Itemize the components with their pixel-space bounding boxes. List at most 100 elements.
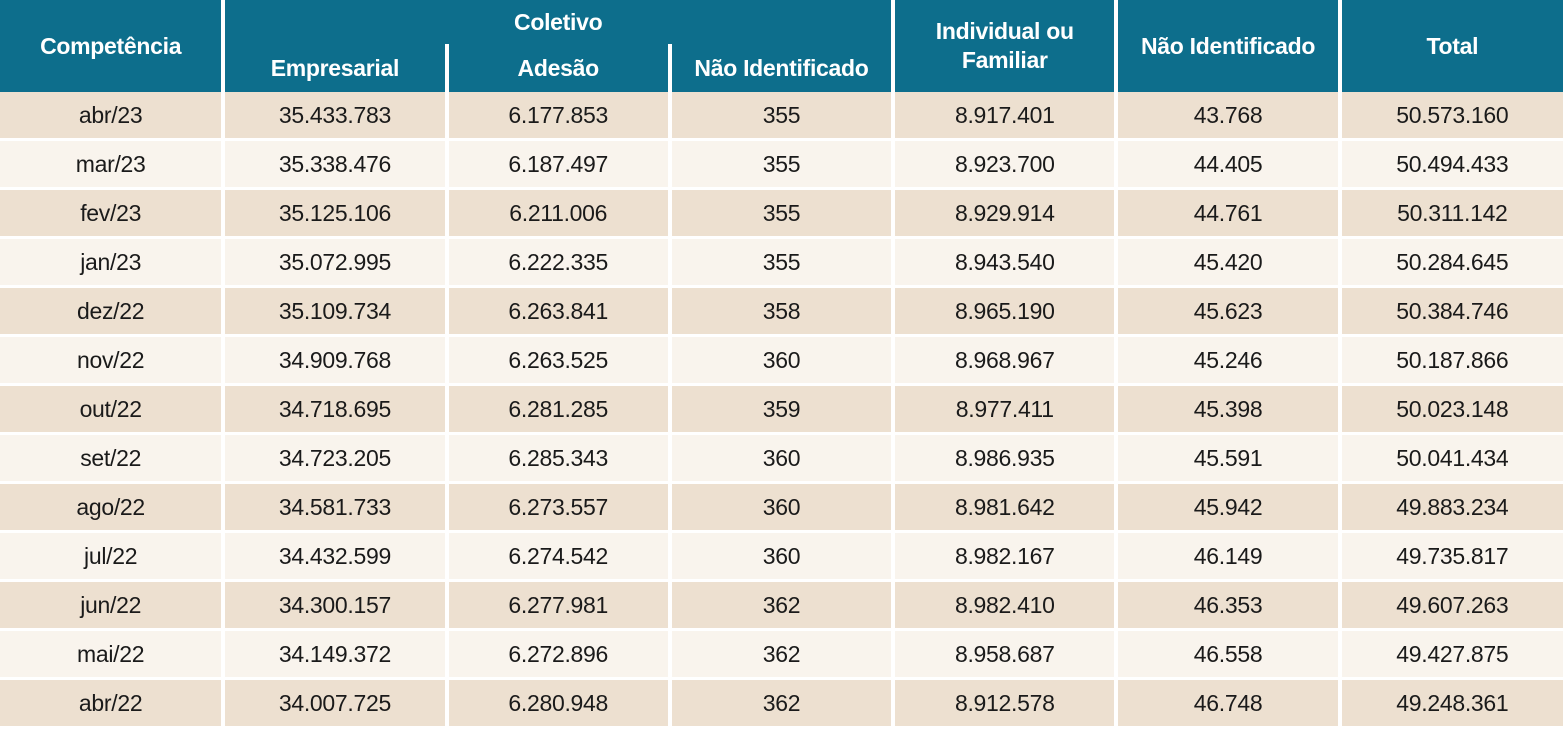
value-cell: 360 — [669, 481, 896, 532]
value-cell: 35.338.476 — [223, 138, 449, 189]
value-cell: 35.125.106 — [223, 187, 449, 238]
header-row-top: Competência Coletivo Individual ou Famil… — [0, 0, 1563, 92]
table-row: mar/23 35.338.476 6.187.497 355 8.923.700 44.… — [0, 138, 1563, 189]
value-cell: 362 — [669, 628, 896, 679]
value-cell: 8.977.411 — [893, 383, 1119, 434]
competencia-cell: out/22 — [0, 383, 226, 434]
value-cell: 6.274.542 — [446, 530, 672, 581]
col-group-coletivo: Coletivo — [223, 0, 896, 44]
value-cell: 8.981.642 — [893, 481, 1119, 532]
value-cell: 360 — [669, 530, 896, 581]
table-row: ago/22 34.581.733 6.273.557 360 8.981.642 45.… — [0, 481, 1563, 532]
competencia-cell: fev/23 — [0, 187, 226, 238]
value-cell: 355 — [669, 236, 896, 287]
value-cell: 358 — [669, 285, 896, 336]
table-row: jun/22 34.300.157 6.277.981 362 8.982.410 46.… — [0, 579, 1563, 630]
value-cell: 362 — [669, 579, 896, 630]
value-cell: 46.748 — [1116, 677, 1342, 726]
competencia-cell: jan/23 — [0, 236, 226, 287]
value-cell: 34.723.205 — [223, 432, 449, 483]
value-cell: 34.007.725 — [223, 677, 449, 726]
competencia-cell: abr/23 — [0, 92, 226, 140]
value-cell: 8.982.410 — [893, 579, 1119, 630]
value-cell: 8.982.167 — [893, 530, 1119, 581]
header-row-sub: Empresarial Adesão Não Identificado — [0, 44, 1563, 92]
value-cell: 6.263.525 — [446, 334, 672, 385]
col-header-adesao: Adesão — [446, 44, 672, 92]
value-cell: 8.943.540 — [893, 236, 1119, 287]
value-cell: 359 — [669, 383, 896, 434]
table-row: nov/22 34.909.768 6.263.525 360 8.968.967 45.… — [0, 334, 1563, 385]
value-cell: 6.277.981 — [446, 579, 672, 630]
value-cell: 46.149 — [1116, 530, 1342, 581]
competencia-cell: jun/22 — [0, 579, 226, 630]
table-row: out/22 34.718.695 6.281.285 359 8.977.411 45.… — [0, 383, 1563, 434]
col-header-total: Total — [1339, 0, 1563, 92]
value-cell: 35.072.995 — [223, 236, 449, 287]
table-row: abr/23 35.433.783 6.177.853 355 8.917.401 43.… — [0, 92, 1563, 140]
value-cell: 8.923.700 — [893, 138, 1119, 189]
value-cell: 355 — [669, 187, 896, 238]
value-cell: 34.149.372 — [223, 628, 449, 679]
value-cell: 44.761 — [1116, 187, 1342, 238]
value-cell: 34.718.695 — [223, 383, 449, 434]
table-header: Competência Coletivo Individual ou Famil… — [0, 0, 1563, 92]
value-cell: 360 — [669, 432, 896, 483]
value-cell: 49.427.875 — [1339, 628, 1563, 679]
col-header-individual-familiar: Individual ou Familiar — [893, 0, 1119, 92]
value-cell: 6.280.948 — [446, 677, 672, 726]
table-row: mai/22 34.149.372 6.272.896 362 8.958.687 46.… — [0, 628, 1563, 679]
value-cell: 50.384.746 — [1339, 285, 1563, 336]
value-cell: 46.353 — [1116, 579, 1342, 630]
value-cell: 50.041.434 — [1339, 432, 1563, 483]
value-cell: 8.968.967 — [893, 334, 1119, 385]
value-cell: 8.986.935 — [893, 432, 1119, 483]
competencia-cell: abr/22 — [0, 677, 226, 726]
value-cell: 50.311.142 — [1339, 187, 1563, 238]
competencia-cell: set/22 — [0, 432, 226, 483]
value-cell: 8.958.687 — [893, 628, 1119, 679]
table-row: fev/23 35.125.106 6.211.006 355 8.929.914 44.… — [0, 187, 1563, 238]
competencia-cell: jul/22 — [0, 530, 226, 581]
value-cell: 49.248.361 — [1339, 677, 1563, 726]
value-cell: 49.883.234 — [1339, 481, 1563, 532]
col-header-empresarial: Empresarial — [223, 44, 449, 92]
value-cell: 46.558 — [1116, 628, 1342, 679]
value-cell: 362 — [669, 677, 896, 726]
competencia-cell: mai/22 — [0, 628, 226, 679]
value-cell: 6.211.006 — [446, 187, 672, 238]
value-cell: 6.272.896 — [446, 628, 672, 679]
value-cell: 6.281.285 — [446, 383, 672, 434]
value-cell: 360 — [669, 334, 896, 385]
table-row: jul/22 34.432.599 6.274.542 360 8.982.167 46.… — [0, 530, 1563, 581]
col-header-nao-identificado: Não Identificado — [1116, 0, 1342, 92]
value-cell: 34.909.768 — [223, 334, 449, 385]
competencia-cell: dez/22 — [0, 285, 226, 336]
value-cell: 6.222.335 — [446, 236, 672, 287]
value-cell: 45.623 — [1116, 285, 1342, 336]
table-row: abr/22 34.007.725 6.280.948 362 8.912.578 46.… — [0, 677, 1563, 726]
value-cell: 6.177.853 — [446, 92, 672, 140]
table-body: abr/23 35.433.783 6.177.853 355 8.917.401 43.… — [0, 92, 1563, 726]
value-cell: 355 — [669, 138, 896, 189]
value-cell: 8.965.190 — [893, 285, 1119, 336]
table-row: dez/22 35.109.734 6.263.841 358 8.965.190 45.… — [0, 285, 1563, 336]
value-cell: 6.263.841 — [446, 285, 672, 336]
col-header-competencia: Competência — [0, 0, 226, 92]
value-cell: 35.109.734 — [223, 285, 449, 336]
value-cell: 45.591 — [1116, 432, 1342, 483]
value-cell: 43.768 — [1116, 92, 1342, 140]
value-cell: 49.735.817 — [1339, 530, 1563, 581]
value-cell: 50.573.160 — [1339, 92, 1563, 140]
competencia-cell: ago/22 — [0, 481, 226, 532]
competencia-cell: nov/22 — [0, 334, 226, 385]
value-cell: 8.912.578 — [893, 677, 1119, 726]
value-cell: 45.420 — [1116, 236, 1342, 287]
value-cell: 50.023.148 — [1339, 383, 1563, 434]
value-cell: 8.917.401 — [893, 92, 1119, 140]
value-cell: 6.273.557 — [446, 481, 672, 532]
value-cell: 6.187.497 — [446, 138, 672, 189]
value-cell: 6.285.343 — [446, 432, 672, 483]
value-cell: 34.581.733 — [223, 481, 449, 532]
value-cell: 35.433.783 — [223, 92, 449, 140]
